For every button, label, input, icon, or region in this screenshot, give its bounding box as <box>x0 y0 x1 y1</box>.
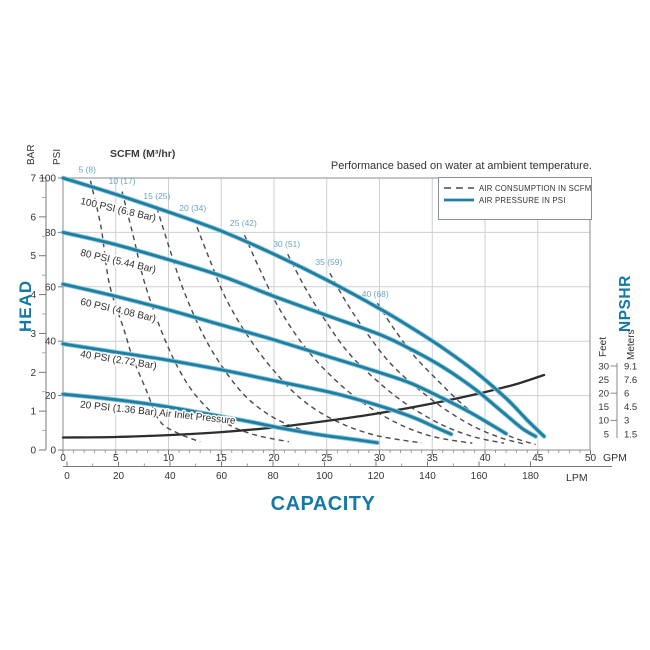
npshr-feet-value: 25 <box>598 375 609 386</box>
legend-label-consumption: AIR CONSUMPTION IN SCFM <box>479 184 591 193</box>
gpm-tick-label: 25 <box>321 453 333 464</box>
gpm-tick-label: 40 <box>479 453 491 464</box>
scfm-curve-label: 10 (17) <box>109 176 136 186</box>
scfm-curve-label: 35 (59) <box>315 257 342 267</box>
psi-tick-label: 40 <box>45 337 57 348</box>
performance-note: Performance based on water at ambient te… <box>331 160 592 172</box>
scfm-curve-label: 40 (68) <box>362 289 389 299</box>
lpm-tick-label: 0 <box>64 471 70 482</box>
gpm-tick-label: 50 <box>585 453 597 464</box>
gpm-tick-label: 10 <box>163 453 175 464</box>
capacity-axis-title: CAPACITY <box>271 493 376 515</box>
npshr-meters-value: 4.5 <box>624 402 637 413</box>
air-consumption-curve <box>121 191 289 443</box>
air-consumption-curve <box>156 207 367 444</box>
psi-tick-label: 20 <box>45 391 57 402</box>
lpm-tick-label: 140 <box>419 471 436 482</box>
air-consumption-curve <box>287 253 505 444</box>
air-consumption-curve <box>193 218 422 444</box>
psi-tick-label: 60 <box>45 282 57 293</box>
psi-tick-label: 100 <box>39 174 56 185</box>
bar-unit-label: BAR <box>26 144 37 165</box>
gpm-tick-label: 5 <box>113 453 119 464</box>
gpm-tick-label: 20 <box>268 453 280 464</box>
bar-tick-label: 5 <box>30 251 36 262</box>
psi-unit-label: PSI <box>52 149 63 165</box>
meters-unit-label: Meters <box>626 329 637 360</box>
air-pressure-curve <box>61 282 508 436</box>
lpm-tick-label: 20 <box>113 471 125 482</box>
air-pressure-curve <box>61 231 537 438</box>
legend: AIR CONSUMPTION IN SCFM AIR PRESSURE IN … <box>438 177 592 220</box>
bar-tick-label: 3 <box>30 329 36 340</box>
psi-tick-label: 80 <box>45 228 57 239</box>
lpm-tick-label: 160 <box>471 471 488 482</box>
bar-tick-label: 4 <box>30 290 36 301</box>
gpm-tick-label: 0 <box>60 453 66 464</box>
bar-tick-label: 7 <box>30 174 36 185</box>
gpm-tick-label: 45 <box>532 453 544 464</box>
npshr-meters-value: 7.6 <box>624 375 637 386</box>
scfm-curve-label: 20 (34) <box>179 203 206 213</box>
npshr-axis-title: NPSHR <box>617 275 634 332</box>
npshr-meters-value: 6 <box>624 389 629 400</box>
gpm-unit-label: GPM <box>603 452 627 464</box>
scfm-curve-label: 15 (25) <box>143 191 170 201</box>
gpm-tick-label: 15 <box>216 453 228 464</box>
gpm-tick-label: 30 <box>374 453 386 464</box>
air-pressure-curve <box>61 392 379 445</box>
lpm-tick-label: 80 <box>267 471 279 482</box>
npshr-meters-value: 3 <box>624 416 629 427</box>
legend-box <box>438 177 592 220</box>
gpm-tick-label: 35 <box>427 453 439 464</box>
npshr-feet-value: 5 <box>604 429 609 440</box>
scfm-curve-label: 30 (51) <box>273 239 300 249</box>
air-consumption-curve <box>243 234 473 444</box>
scfm-curve-label: 25 (42) <box>230 218 257 228</box>
scfm-curve-label: 5 (8) <box>79 165 97 175</box>
lpm-tick-label: 120 <box>368 471 385 482</box>
npshr-meters-value: 9.1 <box>624 361 637 372</box>
npshr-feet-value: 10 <box>598 416 609 427</box>
pressure-curve-label: 60 PSI (4.08 Bar) <box>79 297 157 325</box>
bar-tick-label: 2 <box>30 368 36 379</box>
lpm-tick-label: 100 <box>316 471 333 482</box>
psi-tick-label: 0 <box>50 446 56 457</box>
lpm-unit-label: LPM <box>566 472 588 484</box>
npshr-meters-value: 1.5 <box>624 429 637 440</box>
bar-tick-label: 6 <box>30 212 36 223</box>
lpm-tick-label: 40 <box>164 471 176 482</box>
npshr-feet-value: 30 <box>598 361 609 372</box>
bar-tick-label: 0 <box>30 446 36 457</box>
air-consumption-curve <box>376 302 536 446</box>
npshr-feet-value: 20 <box>598 389 609 400</box>
feet-unit-label: Feet <box>598 337 609 357</box>
lpm-tick-label: 60 <box>216 471 228 482</box>
air-pressure-curve <box>61 342 453 436</box>
head-axis-title: HEAD <box>16 280 35 332</box>
lpm-tick-label: 180 <box>522 471 539 482</box>
bar-tick-label: 1 <box>30 407 36 418</box>
npshr-feet-value: 15 <box>598 402 609 413</box>
legend-label-pressure: AIR PRESSURE IN PSI <box>479 196 566 205</box>
air-pressure-curve <box>61 176 546 438</box>
scfm-axis-title: SCFM (M³/hr) <box>110 148 175 160</box>
